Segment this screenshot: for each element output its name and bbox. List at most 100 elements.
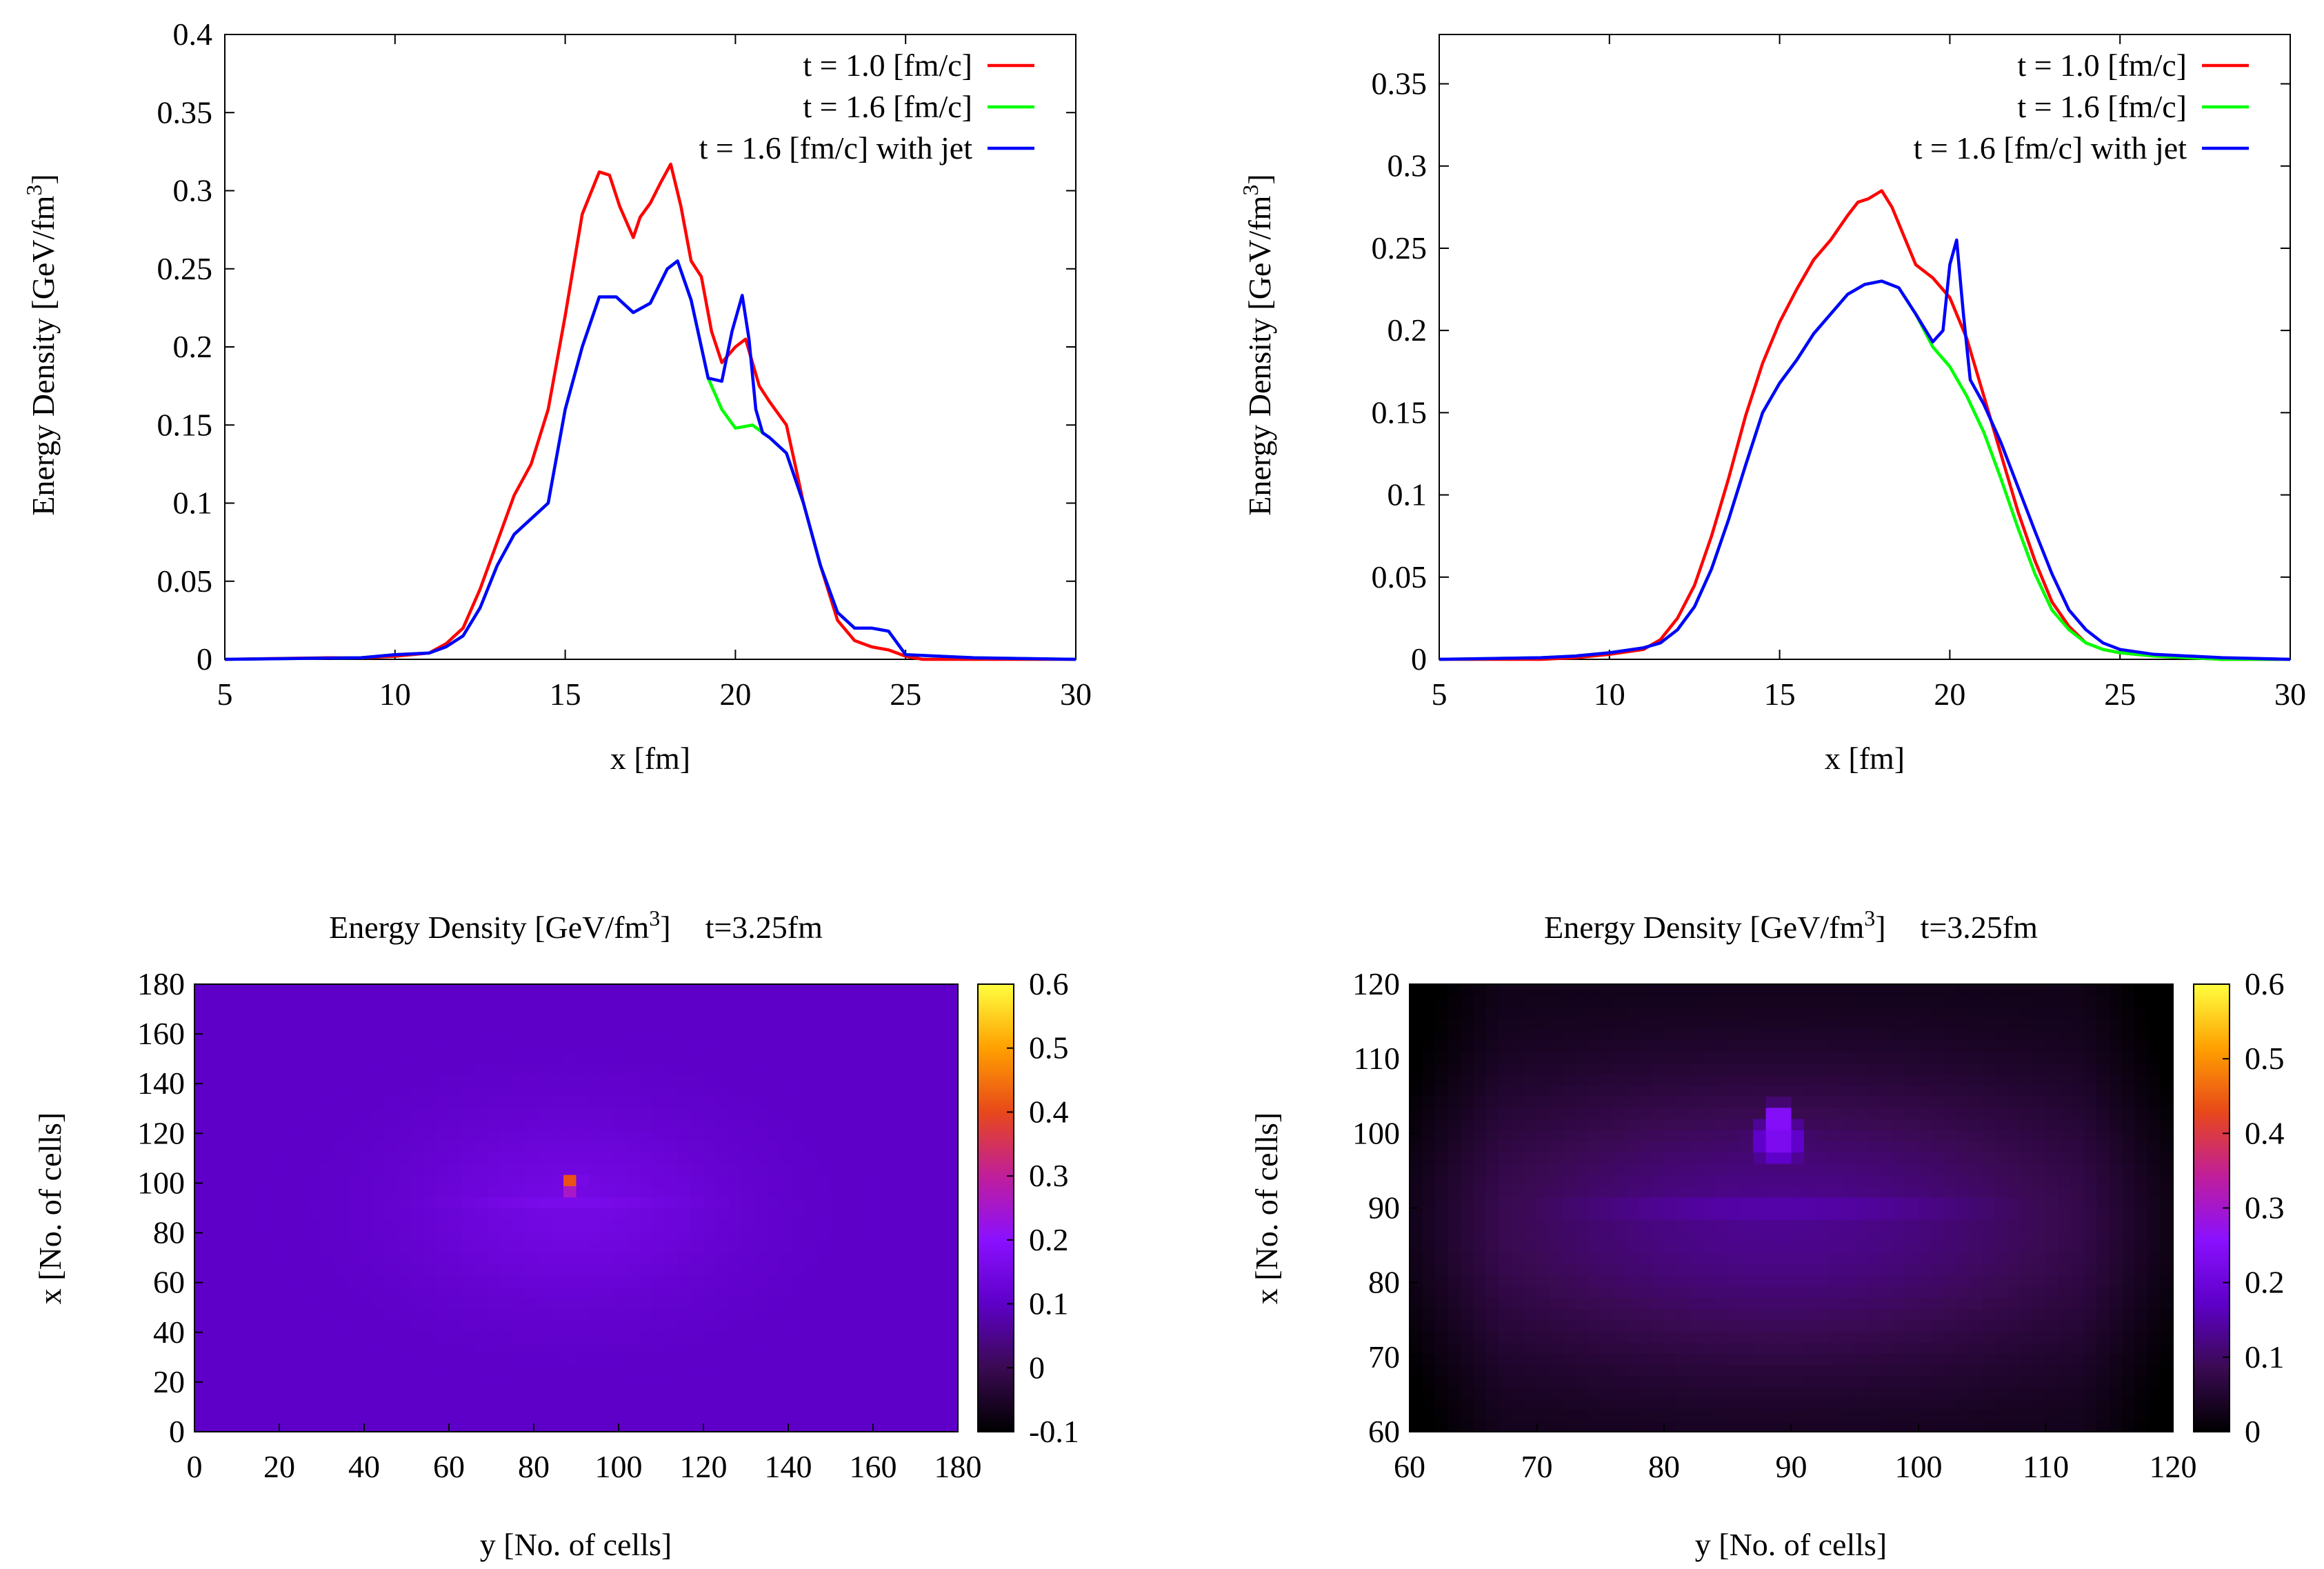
heatmap-cell: [512, 1152, 526, 1164]
heatmap-cell: [1943, 1353, 1958, 1366]
heatmap-cell: [232, 1319, 246, 1332]
heatmap-cell: [550, 1085, 564, 1097]
heatmap-cell: [1816, 1107, 1830, 1119]
heatmap-cell: [1969, 1141, 1983, 1153]
heatmap-cell: [385, 1085, 399, 1097]
heatmap-cell: [1574, 1129, 1589, 1141]
heatmap-cell: [1473, 1420, 1487, 1432]
heatmap-cell: [2147, 1006, 2161, 1019]
heatmap-cell: [2109, 1118, 2123, 1130]
heatmap-cell: [1982, 1286, 1996, 1299]
heatmap-cell: [525, 1085, 539, 1097]
heatmap-cell: [1714, 1342, 1729, 1355]
heatmap-cell: [270, 1096, 284, 1108]
heatmap-cell: [2033, 1062, 2047, 1075]
heatmap-cell: [1562, 1219, 1576, 1231]
heatmap-cell: [321, 1197, 335, 1209]
heatmap-cell: [1727, 1028, 1741, 1041]
heatmap-cell: [881, 1040, 895, 1052]
heatmap-cell: [1625, 1186, 1639, 1198]
heatmap-cell: [2147, 1163, 2161, 1175]
heatmap-cell: [1410, 1040, 1423, 1052]
heatmap-cell: [525, 995, 539, 1008]
heatmap-cell: [1943, 1219, 1958, 1231]
heatmap-cell: [1574, 1252, 1589, 1265]
heatmap-cell: [474, 1297, 488, 1310]
heatmap-cell: [881, 1409, 895, 1421]
heatmap-cell: [818, 995, 832, 1008]
plot-frame: [224, 34, 1076, 660]
heatmap-cell: [716, 1330, 730, 1343]
heatmap-cell: [474, 1107, 488, 1119]
heatmap-cell: [449, 1062, 463, 1075]
heatmap-cell: [1651, 1286, 1665, 1299]
heatmap-cell: [818, 984, 832, 997]
heatmap-title: Energy Density [GeV/fm3] t=3.25fm: [329, 906, 823, 945]
heatmap-cell: [258, 1308, 272, 1321]
heatmap-cell: [716, 1096, 730, 1108]
heatmap-cell: [1982, 1129, 1996, 1141]
heatmap-cell: [1779, 1286, 1792, 1299]
heatmap-cell: [1499, 1230, 1512, 1242]
heatmap-cell: [245, 1364, 259, 1377]
heatmap-cell: [219, 1387, 234, 1399]
heatmap-cell: [2134, 1073, 2148, 1086]
heatmap-cell: [1473, 1096, 1487, 1108]
heatmap-cell: [1434, 1118, 1449, 1130]
heatmap-cell: [436, 1241, 450, 1254]
heatmap-cell: [792, 1319, 806, 1332]
heatmap-cell: [678, 1085, 692, 1097]
heatmap-cell: [207, 1420, 221, 1432]
heatmap-cell: [627, 1096, 641, 1108]
heatmap-cell: [678, 1118, 692, 1130]
heatmap-cell: [1880, 1409, 1894, 1421]
heatmap-cell: [652, 1330, 666, 1343]
heatmap-cell: [2096, 1017, 2110, 1030]
heatmap-cell: [398, 1308, 412, 1321]
heatmap-cell: [1943, 1420, 1958, 1432]
heatmap-cell: [449, 1085, 463, 1097]
heatmap-cell: [2045, 1141, 2059, 1153]
heatmap-cell: [1460, 1398, 1474, 1410]
heatmap-cell: [1485, 1006, 1499, 1019]
heatmap-cell: [550, 1308, 564, 1321]
heatmap-cell: [461, 1006, 475, 1019]
heatmap-cell: [525, 1342, 539, 1355]
heatmap-cell: [1689, 1330, 1703, 1343]
heatmap-cell: [1994, 1107, 2008, 1119]
heatmap-cell: [512, 1118, 526, 1130]
heatmap-cell: [1931, 1208, 1945, 1220]
heatmap-cell: [1842, 1096, 1856, 1108]
heatmap-cell: [283, 1040, 297, 1052]
x-tick-label: 30: [1060, 677, 1092, 712]
heatmap-cell: [1829, 1141, 1843, 1153]
heatmap-cell: [1562, 1017, 1576, 1030]
heatmap-cell: [1485, 1174, 1499, 1186]
heatmap-cell: [1791, 984, 1805, 997]
heatmap-cell: [1448, 1174, 1461, 1186]
heatmap-cell: [1410, 1163, 1423, 1175]
heatmap-cell: [690, 1085, 704, 1097]
heatmap-cell: [1969, 1197, 1983, 1209]
heatmap-cell: [1562, 1308, 1576, 1321]
heatmap-cell: [1664, 1006, 1678, 1019]
heatmap-cell: [1511, 1051, 1525, 1063]
heatmap-cell: [1791, 1375, 1805, 1388]
heatmap-cell: [1740, 1364, 1754, 1377]
heatmap-cell: [690, 1241, 704, 1254]
heatmap-cell: [1613, 1186, 1627, 1198]
heatmap-cell: [1816, 995, 1830, 1008]
heatmap-cell: [576, 1141, 590, 1153]
heatmap-cell: [283, 1197, 297, 1209]
heatmap-cell: [779, 984, 793, 997]
heatmap-cell: [1473, 1219, 1487, 1231]
heatmap-cell: [2147, 1398, 2161, 1410]
heatmap-cell: [296, 1364, 310, 1377]
heatmap-cell: [2071, 1186, 2085, 1198]
heatmap-cell: [601, 1319, 615, 1332]
heatmap-cell: [881, 1073, 895, 1086]
heatmap-cell: [576, 1342, 590, 1355]
heatmap-cell: [1434, 1017, 1449, 1030]
heatmap-cell: [601, 1141, 615, 1153]
heatmap-cell: [1434, 1062, 1449, 1075]
